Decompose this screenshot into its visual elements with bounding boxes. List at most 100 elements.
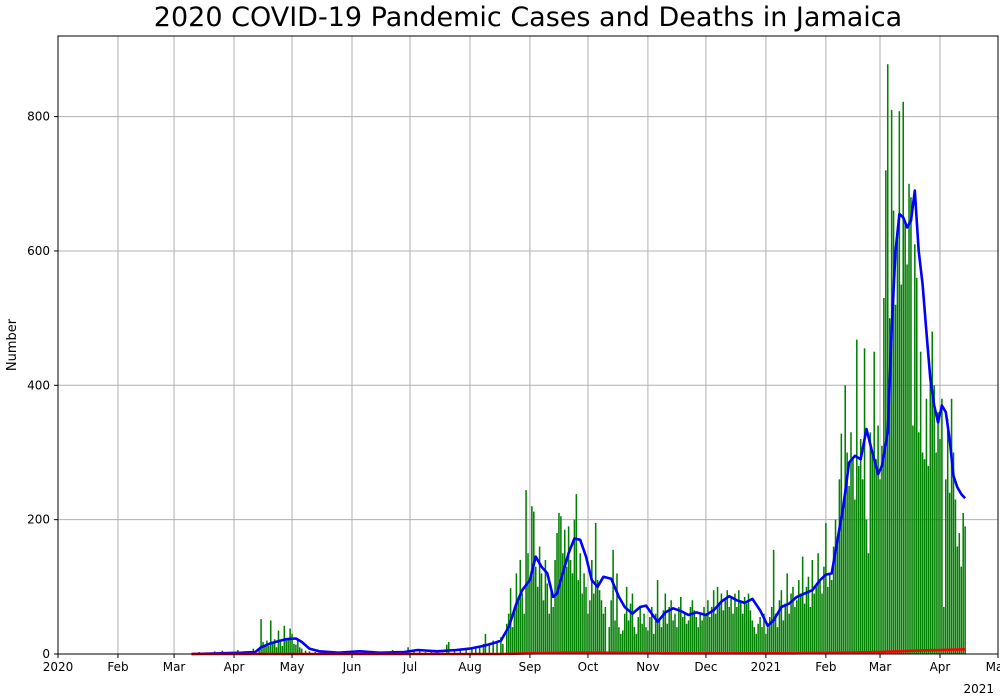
cases-bar [828,573,831,654]
cases-bar [285,640,288,654]
cases-bar [741,613,744,654]
cases-bar [554,559,556,654]
cases-bar [500,637,502,654]
cases-bar [776,627,779,654]
cases-bar [838,479,841,654]
cases-bar [894,304,897,654]
cases-bar [540,573,543,654]
cases-bar [691,600,694,654]
cases-bar [575,494,578,654]
cases-bar [678,606,680,654]
cases-bar [774,613,777,654]
cases-bar [910,197,912,654]
cases-bar [738,590,740,654]
cases-bar [594,523,597,654]
cases-bar [856,339,858,654]
cases-bar [914,244,916,654]
cases-bar [604,606,607,654]
cases-bar [888,318,891,654]
cases-bar [683,613,686,654]
cases-bar [952,452,955,654]
y-tick-label: 800 [27,110,50,124]
cases-bar [695,617,698,654]
cases-bar [279,641,282,654]
cases-bar [475,648,477,654]
cases-bar [912,425,914,654]
cases-bar [544,559,547,654]
cases-bar [612,549,614,654]
x-tick-label: Sep [519,660,542,674]
cases-bar [660,627,663,654]
cases-bar [900,284,903,654]
cases-bar [705,613,707,654]
cases-bar [861,479,864,654]
cases-bar [521,593,523,654]
cases-bar [757,623,759,654]
cases-bar [799,593,802,654]
x-tick-label: Oct [578,660,599,674]
cases-bar [641,623,643,654]
x-tick-label: Feb [107,660,128,674]
y-axis-label: Number [5,318,20,371]
cases-bar [875,459,877,654]
cases-bar [602,613,605,654]
cases-bar [753,627,756,654]
cases-bar [948,492,951,654]
x-tick-label: Apr [224,660,245,674]
cases-bar [519,559,522,654]
cases-bar [790,593,792,654]
cases-bar [902,101,904,654]
cases-bar [848,486,850,654]
cases-bar [780,590,783,654]
cases-bar [623,613,626,654]
cases-bar [647,630,649,654]
cases-bar [931,331,934,654]
cases-bar [927,465,930,654]
cases-bar [685,623,688,654]
cases-bar [714,613,717,654]
cases-bar [850,432,852,654]
cases-bar [865,519,868,654]
cases-bar [857,465,860,654]
x-tick-label: May [986,660,1000,674]
cases-bar [538,546,541,654]
y-tick-label: 600 [27,244,50,258]
cases-bar [502,643,504,654]
cases-bar [563,529,566,654]
y-tick-label: 200 [27,513,50,527]
cases-bar [264,644,266,654]
cases-bar [805,586,808,654]
cases-bar [583,573,585,654]
cases-bar [687,620,690,654]
cases-bar [275,647,278,654]
cases-bar [471,647,473,654]
x-tick-label: 2020 [43,660,74,674]
cases-bar [722,610,725,654]
cases-bar [772,549,775,654]
cases-bar [676,627,678,654]
cases-bar [712,590,715,654]
cases-bar [577,580,580,654]
cases-bar [946,418,949,654]
cases-bar [807,576,810,654]
cases-bar [933,385,935,654]
cases-bar [507,613,510,654]
cases-bar [633,627,636,654]
cases-bar [258,649,260,654]
cases-bar [643,613,645,654]
cases-bar [701,620,703,654]
cases-bar [811,559,814,654]
cases-bar [666,623,669,654]
cases-bar [608,627,611,654]
lines-layer [191,189,967,656]
cases-bar [581,593,583,654]
cases-bar [929,371,932,654]
cases-bar [743,596,746,654]
cases-bar [298,647,301,654]
cases-bar [751,620,754,654]
cases-bar [651,606,653,654]
cases-bar [670,600,672,654]
cases-bar [736,606,738,654]
cases-bar [842,506,845,654]
cases-bar [960,566,963,654]
